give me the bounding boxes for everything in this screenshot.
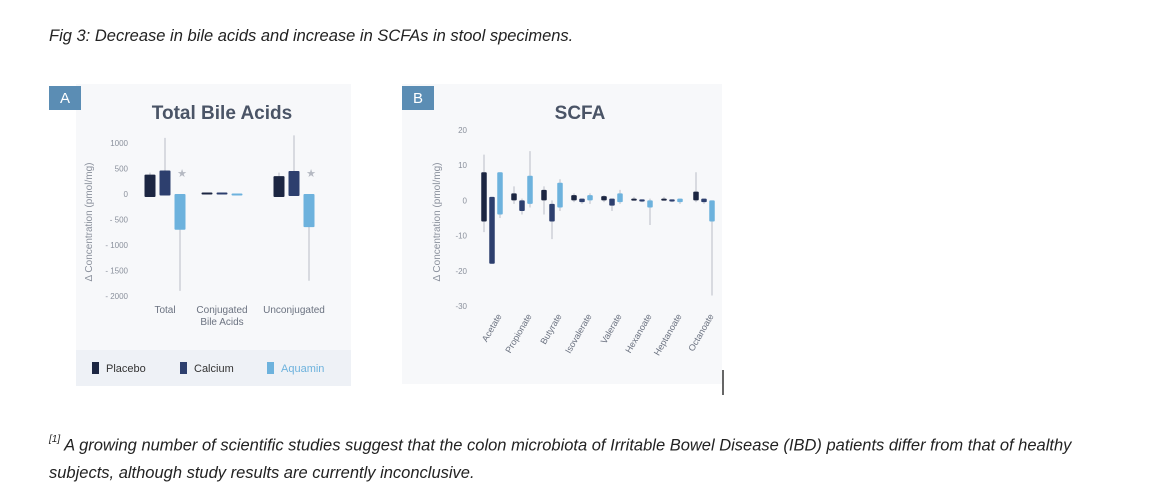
legend-bg bbox=[76, 350, 351, 386]
box-placebo bbox=[601, 196, 607, 201]
y-tick-label: 1000 bbox=[110, 139, 128, 148]
chart-b: B SCFA Δ Concentration (pmol/mg) 20 10 0 -10 -2… bbox=[402, 84, 722, 384]
legend-swatch-placebo bbox=[92, 362, 99, 374]
y-tick-label: 20 bbox=[458, 126, 467, 135]
box-aquamin bbox=[587, 195, 593, 201]
box-placebo bbox=[571, 195, 577, 201]
y-axis-label: Δ Concentration (pmol/mg) bbox=[432, 163, 443, 282]
y-tick-label: -20 bbox=[455, 267, 467, 276]
box-calcium bbox=[579, 198, 585, 203]
footnote-text: A growing number of scientific studies s… bbox=[49, 436, 1072, 482]
legend-label-calcium: Calcium bbox=[194, 363, 234, 375]
box-calcium bbox=[159, 170, 171, 196]
footnote: [1] A growing number of scientific studi… bbox=[49, 428, 1129, 487]
panel-badge-label: A bbox=[60, 90, 70, 107]
box-calcium bbox=[701, 198, 707, 203]
box-calcium bbox=[216, 192, 228, 195]
box-calcium bbox=[549, 203, 555, 222]
box-aquamin bbox=[527, 175, 533, 204]
box-placebo bbox=[273, 176, 285, 198]
chart-panel-bg bbox=[402, 84, 722, 384]
box-aquamin bbox=[617, 193, 623, 203]
box-aquamin bbox=[303, 194, 315, 228]
y-tick-label: 0 bbox=[124, 190, 129, 199]
box-placebo bbox=[511, 193, 517, 201]
y-tick-label: 0 bbox=[463, 196, 468, 205]
box-placebo bbox=[481, 172, 487, 222]
box-calcium bbox=[519, 200, 525, 211]
y-tick-label: 10 bbox=[458, 161, 467, 170]
box-calcium bbox=[609, 198, 615, 206]
y-tick-label: - 1500 bbox=[105, 267, 128, 276]
box-calcium bbox=[489, 196, 495, 264]
box-aquamin bbox=[174, 194, 186, 230]
panel-badge-label: B bbox=[413, 90, 423, 107]
figure-caption: Fig 3: Decrease in bile acids and increa… bbox=[49, 27, 574, 45]
y-tick-label: - 500 bbox=[110, 216, 129, 225]
box-calcium bbox=[669, 199, 675, 202]
box-aquamin bbox=[709, 200, 715, 222]
legend-label-aquamin: Aquamin bbox=[281, 363, 324, 375]
box-aquamin bbox=[677, 198, 683, 203]
footnote-ref[interactable]: [1] bbox=[49, 434, 61, 445]
y-tick-label: - 1000 bbox=[105, 241, 128, 250]
box-placebo bbox=[631, 198, 637, 201]
legend-swatch-calcium bbox=[180, 362, 187, 374]
box-aquamin bbox=[557, 182, 563, 208]
y-tick-label: - 2000 bbox=[105, 292, 128, 301]
panel-badge bbox=[402, 86, 434, 110]
panel-badge bbox=[49, 86, 81, 110]
x-tick-label: Conjugated bbox=[196, 305, 247, 316]
box-placebo bbox=[144, 174, 156, 198]
x-tick-label: Bile Acids bbox=[200, 317, 243, 328]
box-aquamin bbox=[497, 172, 503, 215]
y-tick-label: 500 bbox=[115, 165, 129, 174]
box-placebo bbox=[541, 189, 547, 201]
significance-star: ★ bbox=[306, 168, 316, 180]
box-aquamin bbox=[231, 193, 243, 196]
y-tick-label: -10 bbox=[455, 232, 467, 241]
chart-panel-bg bbox=[76, 84, 351, 384]
box-calcium bbox=[288, 171, 300, 197]
chart-a: A Total Bile Acids Δ Concentration (pmol/m… bbox=[49, 84, 351, 386]
box-placebo bbox=[661, 198, 667, 201]
chart-title: Total Bile Acids bbox=[152, 103, 292, 124]
box-placebo bbox=[201, 192, 213, 195]
legend-swatch-aquamin bbox=[267, 362, 274, 374]
x-tick-label: Unconjugated bbox=[263, 305, 325, 316]
box-aquamin bbox=[647, 200, 653, 208]
legend-label-placebo: Placebo bbox=[106, 363, 146, 375]
box-placebo bbox=[693, 191, 699, 201]
significance-star: ★ bbox=[177, 168, 187, 180]
x-tick-label: Total bbox=[154, 305, 175, 316]
box-calcium bbox=[639, 199, 645, 202]
y-tick-label: -30 bbox=[455, 302, 467, 311]
legend: Placebo Calcium Aquamin bbox=[76, 350, 351, 386]
y-axis-label: Δ Concentration (pmol/mg) bbox=[84, 163, 95, 282]
chart-title: SCFA bbox=[555, 103, 606, 124]
